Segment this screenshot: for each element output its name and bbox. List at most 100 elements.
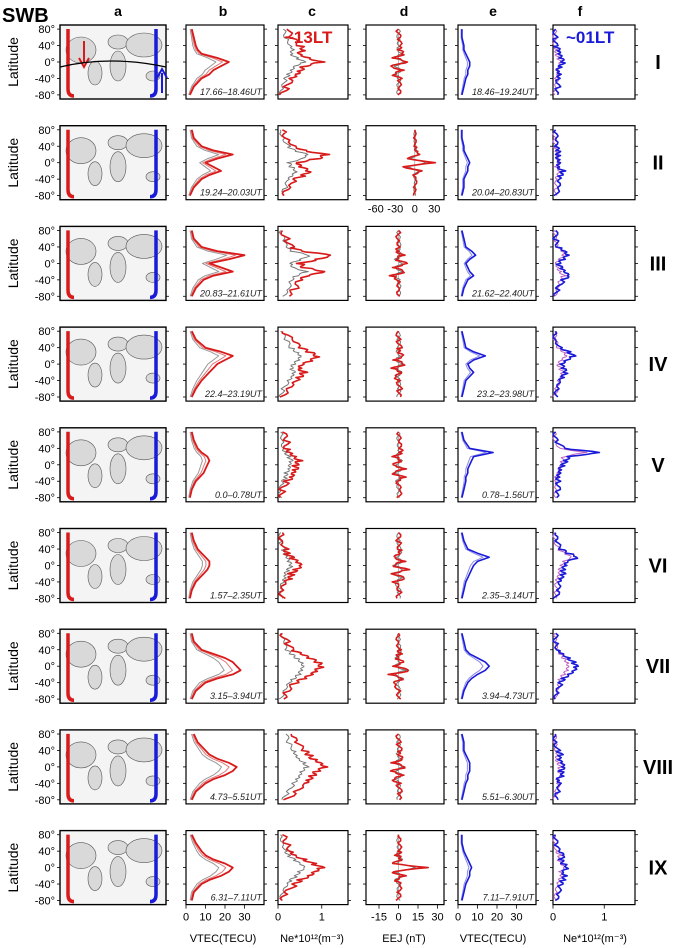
y-axis-label: Latitude bbox=[5, 842, 21, 892]
x-tick-label-d: 0 bbox=[395, 912, 401, 924]
panel-frame-d bbox=[365, 326, 445, 402]
time-range-night: 5.51–6.30UT bbox=[482, 792, 536, 802]
continent-shape bbox=[65, 338, 97, 366]
x-axis-label-d: EEJ (nT) bbox=[382, 933, 425, 945]
panel-frame-e bbox=[457, 628, 537, 704]
ne-day-quiet-line bbox=[278, 28, 307, 96]
column-title-f: f bbox=[578, 3, 583, 19]
x-tick-label-b: 10 bbox=[199, 912, 211, 924]
orbit-track-day bbox=[66, 431, 75, 501]
panel-frame-f bbox=[552, 628, 636, 704]
continent-shape bbox=[87, 463, 103, 489]
y-axis-label: Latitude bbox=[5, 138, 21, 188]
figure-label: SWB bbox=[2, 5, 49, 27]
y-tick-label: -80° bbox=[35, 392, 55, 404]
time-range-night: 18.46–19.24UT bbox=[472, 87, 536, 97]
y-tick-label: -40° bbox=[35, 678, 55, 690]
y-tick-label: 80° bbox=[38, 830, 55, 842]
orbit-track-night bbox=[149, 431, 158, 501]
continent-shape bbox=[125, 636, 163, 662]
continent-shape bbox=[107, 135, 129, 150]
panel-frame-e bbox=[457, 225, 537, 301]
x-tick-label-b: 20 bbox=[219, 912, 231, 924]
continent-shape bbox=[87, 664, 103, 690]
y-tick-label: 40° bbox=[38, 443, 55, 455]
x-tick-label-d: -15 bbox=[371, 912, 387, 924]
y-tick-label: 40° bbox=[38, 544, 55, 556]
eej-line bbox=[388, 229, 408, 297]
vtec-day-ref-line bbox=[188, 532, 207, 599]
x-axis-label-e: VTEC(TECU) bbox=[460, 933, 527, 945]
ne-night-line bbox=[552, 431, 601, 499]
vtec-night-ref-line bbox=[460, 230, 473, 297]
time-range-day: 20.83–21.61UT bbox=[199, 288, 264, 298]
y-tick-label: 80° bbox=[38, 125, 55, 137]
continent-shape bbox=[65, 741, 97, 769]
y-tick-label: 80° bbox=[38, 528, 55, 540]
eej-quiet-line bbox=[394, 733, 406, 800]
panel-frame-d bbox=[365, 427, 445, 503]
y-tick-label: 80° bbox=[38, 427, 55, 439]
y-tick-label: 0° bbox=[44, 863, 55, 875]
column-title-e: e bbox=[489, 3, 497, 19]
panel-frame-f bbox=[552, 24, 636, 100]
vtec-night-line bbox=[461, 633, 490, 700]
time-range-day: 1.57–2.35UT bbox=[210, 591, 264, 601]
ne-day-quiet-line bbox=[279, 834, 306, 901]
time-range-night: 7.11–7.91UT bbox=[483, 893, 536, 903]
time-range-day: 3.15–3.94UT bbox=[210, 691, 264, 701]
y-tick-label: -80° bbox=[35, 90, 55, 102]
vtec-night-ref-line bbox=[460, 331, 481, 398]
row-label: VII bbox=[646, 656, 670, 678]
vtec-night-line bbox=[461, 431, 494, 498]
ne-day-line bbox=[281, 129, 331, 197]
column-title-c: c bbox=[308, 3, 316, 19]
panel-frame-e bbox=[457, 24, 537, 100]
ne-day-quiet-line bbox=[281, 733, 310, 800]
y-tick-label: 40° bbox=[38, 141, 55, 153]
x-axis-label-b: VTEC(TECU) bbox=[190, 933, 257, 945]
panel-frame-f bbox=[552, 225, 636, 301]
y-tick-label: 80° bbox=[38, 729, 55, 741]
ne-day-line bbox=[283, 733, 329, 801]
vtec-day-line bbox=[189, 129, 234, 196]
vtec-day-ref-line bbox=[188, 129, 227, 196]
vtec-night-ref-line bbox=[460, 834, 470, 901]
eej-line bbox=[391, 431, 408, 499]
continent-shape bbox=[125, 32, 163, 58]
panel-frame-f bbox=[552, 326, 636, 402]
x-tick-label-f: 1 bbox=[601, 912, 607, 924]
x-tick-label-e: 10 bbox=[471, 912, 483, 924]
continent-shape bbox=[125, 334, 163, 360]
y-axis-label: Latitude bbox=[5, 339, 21, 389]
orbit-track-night bbox=[149, 532, 158, 602]
y-axis-label: Latitude bbox=[5, 540, 21, 590]
row-label: IV bbox=[649, 354, 669, 376]
orbit-track-day bbox=[66, 532, 75, 602]
orbit-track-day bbox=[66, 733, 75, 803]
ne-night-line bbox=[552, 733, 566, 801]
continent-shape bbox=[109, 856, 127, 887]
continent-shape bbox=[87, 161, 103, 186]
orbit-track-day bbox=[66, 129, 75, 199]
ne-night-ref-line bbox=[552, 834, 566, 901]
orbit-track-night bbox=[149, 29, 158, 98]
continent-shape bbox=[87, 564, 103, 589]
y-axis-label: Latitude bbox=[5, 742, 21, 792]
panel-frame-d bbox=[365, 628, 445, 704]
vtec-night-ref-line bbox=[460, 532, 484, 599]
y-tick-label: -40° bbox=[35, 476, 55, 488]
y-tick-label: 40° bbox=[38, 745, 55, 757]
y-tick-label: -80° bbox=[35, 191, 55, 203]
continent-shape bbox=[125, 737, 163, 763]
panel-frame-d bbox=[365, 527, 445, 604]
y-tick-label: -80° bbox=[35, 694, 55, 706]
vtec-day-line bbox=[190, 733, 238, 801]
x-tick-label-d: 30 bbox=[428, 204, 440, 216]
panel-frame-b bbox=[185, 125, 265, 201]
continent-shape bbox=[125, 133, 163, 158]
continent-shape bbox=[109, 151, 127, 182]
day-arrow-head bbox=[78, 57, 90, 70]
continent-shape bbox=[145, 876, 161, 887]
